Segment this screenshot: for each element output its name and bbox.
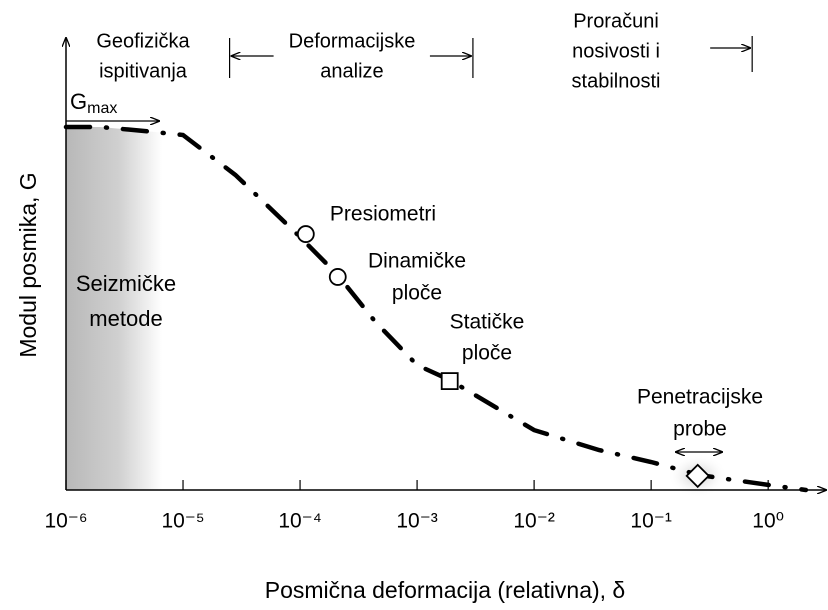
annotation: Penetracijske xyxy=(637,386,763,409)
range-label: analize xyxy=(320,60,383,82)
range-label: Deformacijske xyxy=(289,30,416,52)
annotation: ploče xyxy=(462,342,512,365)
annotation: metode xyxy=(89,306,162,331)
gmax-label: Gmax xyxy=(70,89,117,117)
range-label: stabilnosti xyxy=(572,70,661,92)
marker xyxy=(685,463,710,489)
annotation: Presiometri xyxy=(330,203,436,226)
range-label: Geofizička xyxy=(96,30,190,52)
marker xyxy=(328,268,347,286)
gmax-sub: max xyxy=(87,100,117,117)
x-tick-label: 10⁻⁶ xyxy=(44,510,87,533)
x-tick-label: 10⁻⁵ xyxy=(161,510,204,533)
x-tick-label: 10⁻¹ xyxy=(630,510,671,533)
y-axis-label: Modul posmika, G xyxy=(15,172,41,357)
x-tick-label: 10⁻² xyxy=(513,510,554,533)
x-tick-label: 10⁰ xyxy=(752,510,784,533)
seismic-region xyxy=(66,127,162,490)
annotation: probe xyxy=(673,418,727,441)
marker xyxy=(440,372,459,391)
x-tick-label: 10⁻³ xyxy=(396,510,437,533)
annotation: ploče xyxy=(392,282,442,305)
annotation: Statičke xyxy=(450,311,525,334)
annotation: Dinamičke xyxy=(368,250,466,273)
annotation: Seizmičke xyxy=(76,271,176,296)
range-label: ispitivanja xyxy=(99,60,188,82)
gmax-base: G xyxy=(70,89,87,114)
curve xyxy=(63,124,809,493)
x-axis-label: Posmična deformacija (relativna), δ xyxy=(265,577,626,603)
x-tick-label: 10⁻⁴ xyxy=(278,510,321,533)
marker xyxy=(296,225,315,243)
range-label: nosivosti i xyxy=(572,40,660,62)
range-label: Proračuni xyxy=(573,10,659,32)
